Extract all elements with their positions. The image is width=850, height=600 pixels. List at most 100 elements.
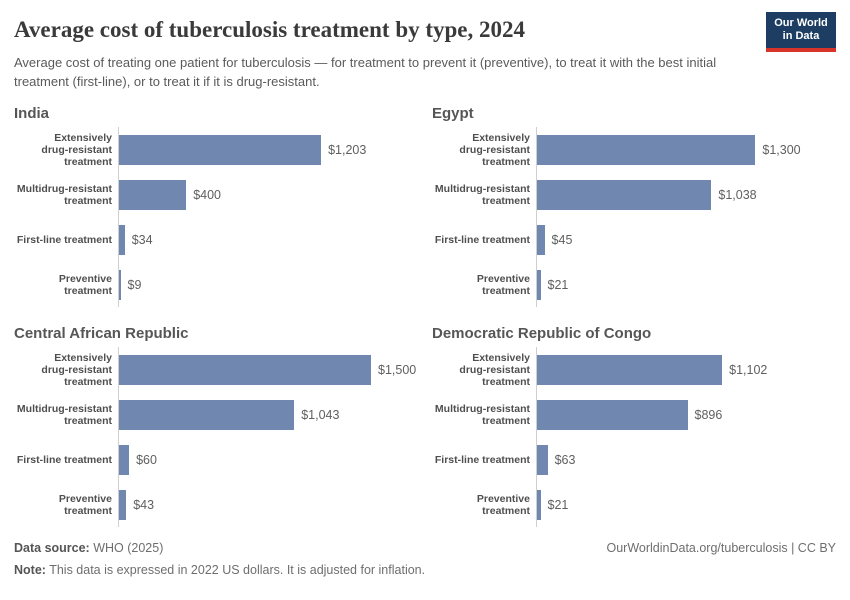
bar-area: $1,038 (536, 172, 836, 217)
value-label: $1,300 (762, 142, 801, 157)
category-label: First-line treatment (16, 233, 112, 246)
owid-logo-line2: in Data (782, 30, 820, 42)
bar (537, 269, 541, 300)
bar (537, 444, 548, 475)
bar-row: First-line treatment $45 (432, 217, 836, 262)
bar-row: Extensively drug-resistant treatment $1,… (432, 347, 836, 392)
owid-logo: Our World in Data (766, 12, 836, 52)
bar-row: Preventive treatment $9 (14, 262, 418, 307)
facet-egypt: Egypt Extensively drug-resistant treatme… (432, 105, 836, 307)
bar-row: Extensively drug-resistant treatment $1,… (14, 127, 418, 172)
category-label: Multidrug-resistant treatment (434, 182, 530, 207)
note-line: Note: This data is expressed in 2022 US … (14, 562, 425, 578)
chart-title: Average cost of tuberculosis treatment b… (14, 17, 526, 42)
bar-row: Preventive treatment $21 (432, 482, 836, 527)
facet-chart: Extensively drug-resistant treatment $1,… (432, 347, 836, 527)
bar-area: $896 (536, 392, 836, 437)
chart-footer: Data source: WHO (2025) Note: This data … (14, 540, 836, 578)
facet-chart: Extensively drug-resistant treatment $1,… (432, 127, 836, 307)
bar (119, 134, 322, 165)
value-label: $63 (554, 452, 576, 467)
bar-row: Multidrug-resistant treatment $400 (14, 172, 418, 217)
bar (119, 489, 127, 520)
facet-title: Democratic Republic of Congo (432, 325, 652, 342)
bar (537, 134, 756, 165)
value-label: $896 (694, 407, 723, 422)
value-label: $1,500 (378, 362, 417, 377)
bar-area: $60 (118, 437, 418, 482)
bar (537, 489, 541, 520)
bar-area: $1,300 (536, 127, 836, 172)
category-label: Multidrug-resistant treatment (16, 182, 112, 207)
value-label: $34 (131, 232, 153, 247)
category-label: Preventive treatment (58, 272, 112, 297)
value-label: $1,102 (729, 362, 768, 377)
category-label: Preventive treatment (58, 492, 112, 517)
facet-democratic-republic-of-congo: Democratic Republic of Congo Extensively… (432, 325, 836, 527)
category-label: First-line treatment (434, 233, 530, 246)
bar (119, 179, 187, 210)
bar-area: $1,203 (118, 127, 418, 172)
note-label: Note: (14, 563, 46, 577)
value-label: $43 (133, 497, 155, 512)
value-label: $1,038 (718, 187, 757, 202)
value-label: $60 (136, 452, 157, 467)
owid-logo-line1: Our World (774, 17, 828, 29)
facet-title: Central African Republic (14, 325, 189, 342)
bar-area: $34 (118, 217, 418, 262)
bar (119, 399, 295, 430)
bar (119, 354, 371, 385)
bar (119, 224, 125, 255)
category-label: Multidrug-resistant treatment (434, 402, 530, 427)
credit-link[interactable]: OurWorldinData.org/tuberculosis | CC BY (606, 541, 837, 555)
category-label: Multidrug-resistant treatment (16, 402, 112, 427)
facet-title: India (14, 105, 50, 122)
bar (537, 399, 688, 430)
facet-chart: Extensively drug-resistant treatment $1,… (14, 127, 418, 307)
category-label: Extensively drug-resistant treatment (459, 351, 530, 388)
bar-area: $1,102 (536, 347, 836, 392)
bar (537, 224, 545, 255)
bar-row: First-line treatment $63 (432, 437, 836, 482)
bar-row: Extensively drug-resistant treatment $1,… (14, 347, 418, 392)
bar (537, 354, 723, 385)
bar-area: $9 (118, 262, 418, 307)
bar-area: $43 (118, 482, 418, 527)
category-label: First-line treatment (434, 453, 530, 466)
bar (119, 444, 130, 475)
data-source-value: WHO (2025) (89, 541, 164, 555)
bar-area: $400 (118, 172, 418, 217)
bar-area: $1,500 (118, 347, 418, 392)
category-label: Preventive treatment (476, 492, 530, 517)
facet-central-african-republic: Central African Republic Extensively dru… (14, 325, 418, 527)
note-value: This data is expressed in 2022 US dollar… (45, 563, 426, 577)
value-label: $9 (127, 277, 142, 292)
chart-subtitle: Average cost of treating one patient for… (14, 55, 717, 89)
bar-row: First-line treatment $60 (14, 437, 418, 482)
bar-area: $1,043 (118, 392, 418, 437)
value-label: $21 (547, 497, 569, 512)
value-label: $1,203 (328, 142, 367, 157)
bar-row: Extensively drug-resistant treatment $1,… (432, 127, 836, 172)
bar-area: $45 (536, 217, 836, 262)
category-label: Extensively drug-resistant treatment (41, 131, 112, 168)
bar-row: First-line treatment $34 (14, 217, 418, 262)
bar (537, 179, 712, 210)
value-label: $400 (193, 187, 221, 202)
bar-area: $21 (536, 482, 836, 527)
category-label: Preventive treatment (476, 272, 530, 297)
bar (119, 269, 121, 300)
data-source-line: Data source: WHO (2025) (14, 540, 425, 556)
bar-row: Preventive treatment $43 (14, 482, 418, 527)
bar-area: $21 (536, 262, 836, 307)
bar-area: $63 (536, 437, 836, 482)
bar-row: Multidrug-resistant treatment $1,038 (432, 172, 836, 217)
facet-title: Egypt (432, 105, 474, 122)
category-label: First-line treatment (16, 453, 112, 466)
value-label: $45 (551, 232, 573, 247)
facet-grid: India Extensively drug-resistant treatme… (14, 105, 836, 527)
value-label: $21 (547, 277, 569, 292)
bar-row: Multidrug-resistant treatment $896 (432, 392, 836, 437)
facet-india: India Extensively drug-resistant treatme… (14, 105, 418, 307)
